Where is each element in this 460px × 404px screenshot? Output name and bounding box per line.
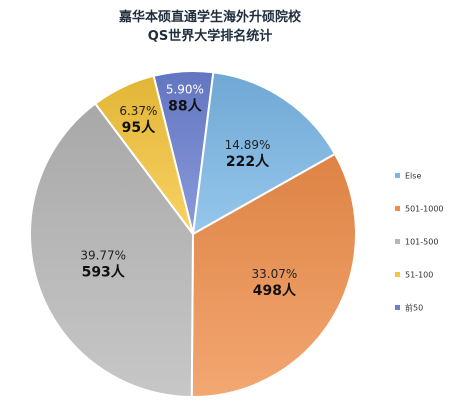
legend-swatch [395,272,400,277]
legend-label: 101-500 [405,238,438,247]
slice-count-label: 498人 [253,282,297,299]
slice-count-label: 88人 [168,97,202,114]
legend-swatch [395,305,400,310]
pie-slices [29,70,358,399]
legend-swatch [395,206,400,211]
slice-percent-label: 14.89% [225,138,271,152]
pie-slice-5011000 [190,152,358,399]
chart-subtitle: QS世界大学排名统计 [148,28,272,44]
legend-label: 前50 [405,303,423,313]
slice-count-label: 593人 [82,264,126,281]
legend-swatch [395,173,400,178]
slice-percent-label: 33.07% [252,267,298,281]
pie-slice-101500 [29,102,195,399]
pie-slice-51100 [93,74,194,235]
legend: Else 501-1000 101-500 51-100 前50 [395,172,444,313]
legend-label: Else [405,172,421,181]
pie-slice-else [191,71,337,236]
legend-swatch [395,239,400,244]
slice-count-label: 222人 [226,153,270,170]
legend-label: 501-1000 [405,205,444,214]
chart-title: 嘉华本硕直通学生海外升硕院校 [118,9,302,25]
legend-label: 51-100 [405,271,433,280]
slice-percent-label: 5.90% [166,82,204,96]
slice-labels: 5.90%88人 14.89%222人 33.07%498人 39.77%593人 6.… [80,82,297,299]
slice-count-label: 95人 [122,119,156,136]
slice-percent-label: 6.37% [119,104,157,118]
slice-percent-label: 39.77% [80,249,126,263]
